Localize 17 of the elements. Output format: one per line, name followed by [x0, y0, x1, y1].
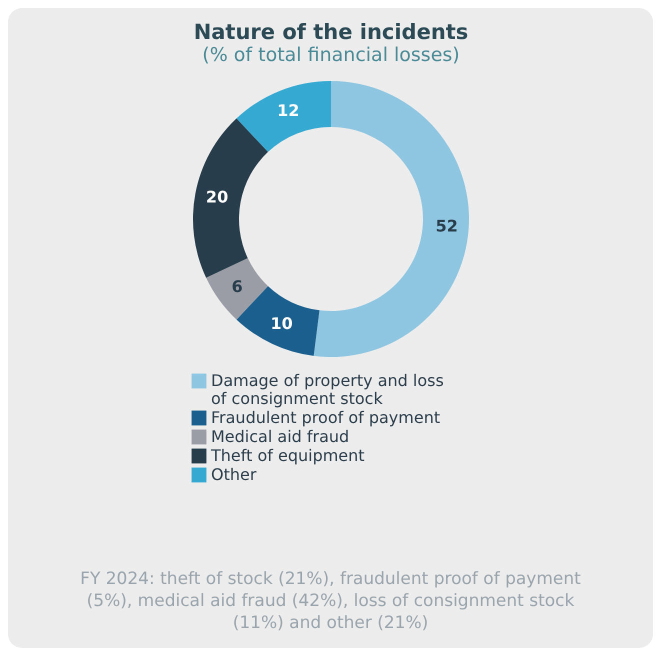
donut-slice — [192, 118, 268, 278]
chart-title: Nature of the incidents — [193, 20, 468, 44]
legend-label: Fraudulent proof of payment — [210, 408, 440, 427]
data-label: 10 — [270, 314, 292, 333]
data-label: 6 — [231, 277, 242, 296]
legend-label: Medical aid fraud — [210, 427, 349, 446]
legend-label: Other — [210, 465, 256, 484]
legend-label: Theft of equipment — [210, 446, 364, 465]
text: FY 2024: theft of stock (21%), fraudulent proof of payment (5%), medical aid fraud (42%), loss of consignment stock (11%) and other (21%) — [79, 568, 582, 634]
data-label: 20 — [205, 187, 228, 206]
donut-slice — [236, 81, 330, 152]
donut-slice — [313, 81, 468, 357]
data-label: 52 — [435, 216, 458, 236]
donut-slice — [206, 258, 268, 320]
data-label: 12 — [276, 101, 299, 120]
chart-subtitle: (% of total financial losses) — [202, 44, 460, 66]
legend-label: Damage of property and loss of consignment stock — [210, 371, 444, 408]
